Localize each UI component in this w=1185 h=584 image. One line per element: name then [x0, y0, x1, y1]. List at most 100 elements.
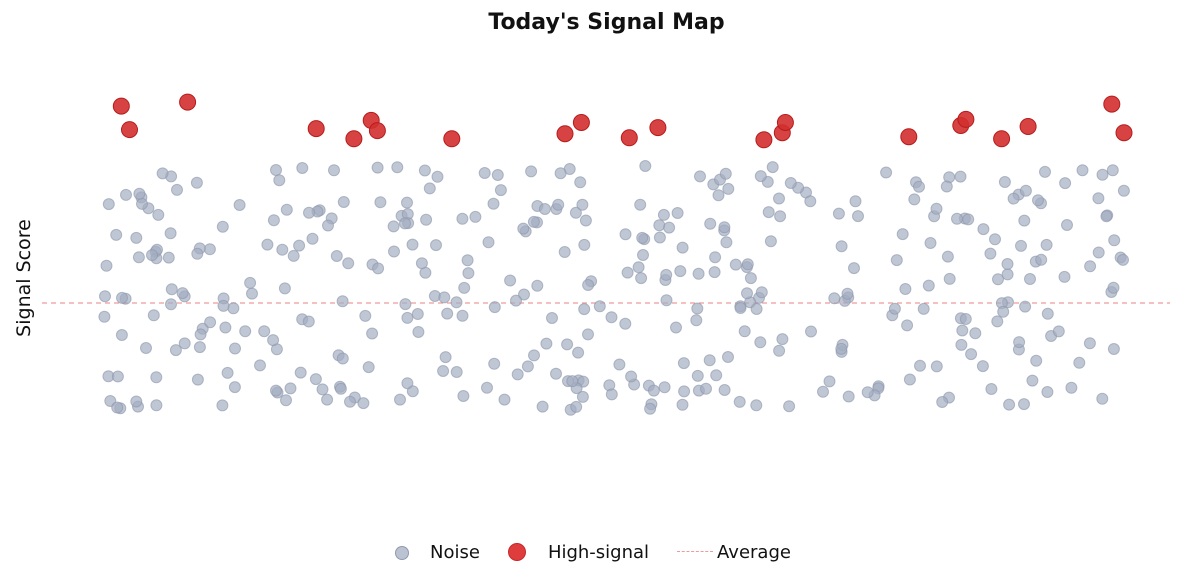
- noise-point: [936, 396, 949, 408]
- noise-point: [110, 228, 123, 241]
- noise-point: [965, 348, 978, 361]
- noise-point: [458, 281, 471, 294]
- noise-point: [783, 400, 796, 413]
- noise-point: [644, 402, 657, 415]
- noise-point: [605, 388, 618, 401]
- noise-point: [216, 399, 229, 412]
- noise-point: [570, 400, 583, 413]
- noise-point: [1096, 168, 1109, 181]
- noise-point: [708, 266, 721, 279]
- noise-point: [280, 203, 293, 216]
- high-signal-point: [443, 130, 461, 148]
- high-signal-point: [121, 121, 138, 139]
- noise-point: [955, 338, 968, 351]
- noise-point: [191, 247, 204, 260]
- noise-point: [165, 283, 178, 296]
- noise-point: [784, 177, 797, 189]
- noise-point: [482, 236, 495, 249]
- noise-point: [576, 198, 589, 211]
- noise-point: [1052, 325, 1065, 338]
- noise-point: [901, 319, 914, 332]
- noise-point: [246, 287, 258, 300]
- noise-point: [394, 393, 406, 406]
- noise-point: [116, 291, 128, 304]
- noise-point: [776, 333, 789, 346]
- legend-item-average: Average: [677, 540, 791, 564]
- legend-noise-marker: [390, 540, 426, 564]
- noise-point: [270, 164, 282, 176]
- noise-point: [100, 259, 113, 272]
- noise-point: [639, 160, 652, 172]
- noise-point: [663, 221, 676, 234]
- noise-point: [991, 315, 1004, 328]
- noise-point: [755, 286, 768, 299]
- noise-point: [1024, 273, 1036, 285]
- noise-point: [828, 292, 841, 305]
- noise-point: [710, 369, 723, 382]
- high-signal-point: [572, 114, 590, 131]
- noise-point: [1117, 184, 1130, 197]
- noise-point: [1092, 246, 1105, 259]
- noise-point: [1032, 194, 1044, 207]
- noise-point: [462, 267, 475, 280]
- noise-point: [302, 315, 315, 328]
- noise-point: [774, 210, 787, 223]
- noise-point: [593, 300, 606, 313]
- noise-point: [992, 273, 1004, 286]
- noise-point: [913, 180, 925, 193]
- noise-point: [552, 198, 565, 211]
- noise-point: [998, 176, 1011, 188]
- noise-point: [309, 373, 322, 386]
- noise-point: [287, 249, 300, 262]
- noise-point: [676, 241, 689, 254]
- noise-point: [441, 307, 454, 320]
- noise-point: [233, 199, 246, 211]
- noise-point: [653, 219, 666, 232]
- noise-point: [842, 390, 855, 403]
- noise-point: [511, 368, 524, 381]
- noise-point: [657, 208, 670, 221]
- noise-point: [518, 288, 530, 301]
- noise-point: [456, 212, 469, 225]
- noise-point: [328, 164, 340, 177]
- noise-point: [176, 287, 189, 300]
- noise-point: [962, 213, 975, 226]
- noise-point: [849, 195, 862, 208]
- noise-point: [321, 393, 334, 406]
- noise-point: [1013, 336, 1026, 349]
- noise-point: [330, 250, 343, 262]
- noise-point: [890, 254, 903, 267]
- noise-point: [193, 341, 206, 354]
- noise-point: [561, 338, 574, 351]
- noise-point: [204, 316, 217, 329]
- noise-point: [528, 349, 540, 362]
- noise-point: [531, 279, 544, 292]
- high-signal-point: [900, 128, 918, 146]
- noise-point: [766, 161, 779, 174]
- noise-point: [1030, 354, 1043, 367]
- noise-point: [658, 381, 671, 394]
- noise-point: [488, 357, 501, 370]
- noise-point: [888, 302, 901, 315]
- noise-point: [258, 325, 271, 338]
- noise-point: [254, 359, 266, 372]
- noise-point: [491, 169, 504, 181]
- noise-point: [1001, 258, 1014, 270]
- noise-point: [342, 257, 355, 270]
- noise-point: [635, 272, 648, 285]
- noise-point: [1073, 356, 1086, 369]
- noise-point: [738, 325, 751, 338]
- noise-point: [171, 183, 183, 196]
- noise-point: [478, 167, 491, 179]
- noise-point: [469, 210, 482, 223]
- noise-point: [423, 182, 436, 195]
- noise-point: [1076, 164, 1089, 177]
- noise-point: [985, 383, 998, 395]
- noise-point: [525, 165, 538, 178]
- noise-point: [399, 217, 411, 230]
- noise-point: [1084, 260, 1097, 273]
- noise-point: [924, 237, 937, 249]
- noise-point: [762, 206, 775, 219]
- noise-point: [984, 247, 997, 260]
